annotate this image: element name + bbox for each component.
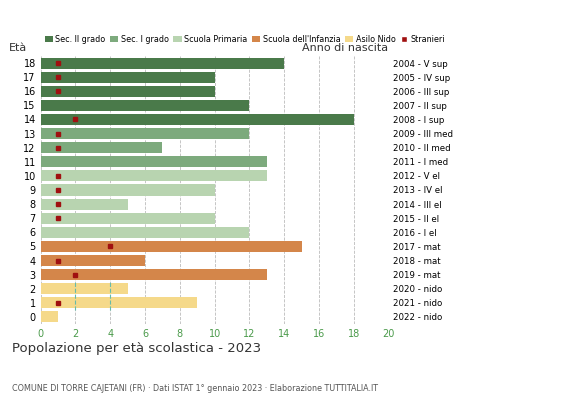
Bar <box>41 312 58 322</box>
Text: Anno di nascita: Anno di nascita <box>303 43 389 53</box>
Bar <box>41 283 128 294</box>
Text: COMUNE DI TORRE CAJETANI (FR) · Dati ISTAT 1° gennaio 2023 · Elaborazione TUTTIT: COMUNE DI TORRE CAJETANI (FR) · Dati IST… <box>12 384 378 393</box>
Bar <box>41 184 215 196</box>
Bar <box>41 156 267 167</box>
Bar <box>41 72 215 83</box>
Bar <box>41 142 162 153</box>
Bar <box>41 255 145 266</box>
Bar <box>41 170 267 181</box>
Bar <box>41 269 267 280</box>
Bar <box>41 199 128 210</box>
Bar <box>41 86 215 97</box>
Legend: Sec. II grado, Sec. I grado, Scuola Primaria, Scuola dell'Infanzia, Asilo Nido, : Sec. II grado, Sec. I grado, Scuola Prim… <box>45 35 445 44</box>
Bar <box>41 213 215 224</box>
Bar <box>41 227 249 238</box>
Bar <box>41 114 354 125</box>
Bar <box>41 241 302 252</box>
Text: Età: Età <box>9 43 27 53</box>
Bar <box>41 58 284 68</box>
Text: Popolazione per età scolastica - 2023: Popolazione per età scolastica - 2023 <box>12 342 261 355</box>
Bar <box>41 297 197 308</box>
Bar <box>41 128 249 139</box>
Bar <box>41 100 249 111</box>
